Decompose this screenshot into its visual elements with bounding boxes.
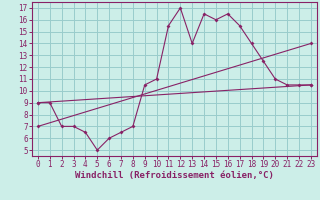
X-axis label: Windchill (Refroidissement éolien,°C): Windchill (Refroidissement éolien,°C) bbox=[75, 171, 274, 180]
